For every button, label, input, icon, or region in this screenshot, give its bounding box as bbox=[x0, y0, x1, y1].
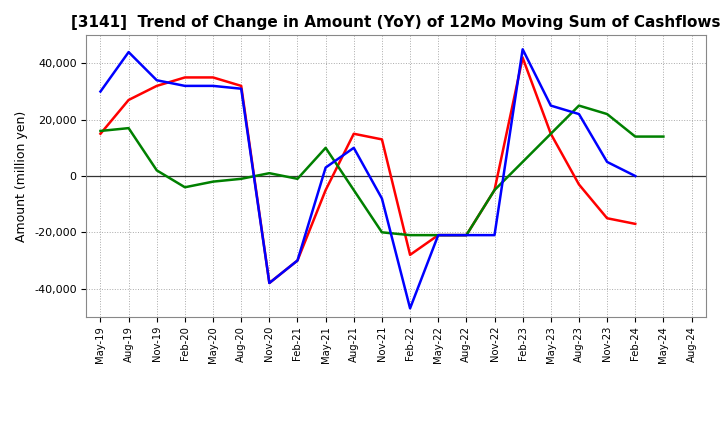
Investing Cashflow bbox=[406, 232, 415, 238]
Free Cashflow bbox=[181, 83, 189, 88]
Free Cashflow bbox=[321, 165, 330, 170]
Investing Cashflow bbox=[265, 171, 274, 176]
Line: Investing Cashflow: Investing Cashflow bbox=[101, 106, 663, 235]
Y-axis label: Amount (million yen): Amount (million yen) bbox=[16, 110, 29, 242]
Line: Free Cashflow: Free Cashflow bbox=[101, 49, 635, 308]
Free Cashflow bbox=[237, 86, 246, 92]
Free Cashflow bbox=[406, 306, 415, 311]
Line: Operating Cashflow: Operating Cashflow bbox=[101, 58, 635, 283]
Investing Cashflow bbox=[546, 131, 555, 136]
Operating Cashflow bbox=[349, 131, 358, 136]
Free Cashflow bbox=[293, 258, 302, 263]
Free Cashflow bbox=[631, 173, 639, 179]
Investing Cashflow bbox=[321, 145, 330, 150]
Investing Cashflow bbox=[349, 187, 358, 193]
Investing Cashflow bbox=[237, 176, 246, 181]
Free Cashflow bbox=[377, 196, 386, 201]
Operating Cashflow bbox=[265, 280, 274, 286]
Investing Cashflow bbox=[659, 134, 667, 139]
Operating Cashflow bbox=[321, 187, 330, 193]
Operating Cashflow bbox=[462, 232, 471, 238]
Free Cashflow bbox=[490, 232, 499, 238]
Operating Cashflow bbox=[153, 83, 161, 88]
Free Cashflow bbox=[125, 49, 133, 55]
Operating Cashflow bbox=[490, 187, 499, 193]
Operating Cashflow bbox=[575, 182, 583, 187]
Investing Cashflow bbox=[181, 185, 189, 190]
Operating Cashflow bbox=[518, 55, 527, 60]
Investing Cashflow bbox=[125, 125, 133, 131]
Investing Cashflow bbox=[153, 168, 161, 173]
Investing Cashflow bbox=[434, 232, 443, 238]
Investing Cashflow bbox=[293, 176, 302, 181]
Free Cashflow bbox=[603, 159, 611, 165]
Free Cashflow bbox=[546, 103, 555, 108]
Operating Cashflow bbox=[406, 252, 415, 257]
Free Cashflow bbox=[349, 145, 358, 150]
Operating Cashflow bbox=[293, 258, 302, 263]
Free Cashflow bbox=[153, 77, 161, 83]
Operating Cashflow bbox=[209, 75, 217, 80]
Investing Cashflow bbox=[631, 134, 639, 139]
Free Cashflow bbox=[96, 89, 105, 94]
Free Cashflow bbox=[209, 83, 217, 88]
Free Cashflow bbox=[462, 232, 471, 238]
Investing Cashflow bbox=[209, 179, 217, 184]
Operating Cashflow bbox=[377, 137, 386, 142]
Investing Cashflow bbox=[575, 103, 583, 108]
Free Cashflow bbox=[265, 280, 274, 286]
Operating Cashflow bbox=[96, 131, 105, 136]
Operating Cashflow bbox=[603, 216, 611, 221]
Operating Cashflow bbox=[631, 221, 639, 227]
Free Cashflow bbox=[575, 111, 583, 117]
Investing Cashflow bbox=[96, 128, 105, 134]
Investing Cashflow bbox=[490, 187, 499, 193]
Investing Cashflow bbox=[377, 230, 386, 235]
Free Cashflow bbox=[434, 232, 443, 238]
Investing Cashflow bbox=[462, 232, 471, 238]
Operating Cashflow bbox=[237, 83, 246, 88]
Title: [3141]  Trend of Change in Amount (YoY) of 12Mo Moving Sum of Cashflows: [3141] Trend of Change in Amount (YoY) o… bbox=[71, 15, 720, 30]
Operating Cashflow bbox=[434, 232, 443, 238]
Operating Cashflow bbox=[181, 75, 189, 80]
Operating Cashflow bbox=[125, 97, 133, 103]
Investing Cashflow bbox=[603, 111, 611, 117]
Free Cashflow bbox=[518, 47, 527, 52]
Investing Cashflow bbox=[518, 159, 527, 165]
Operating Cashflow bbox=[546, 131, 555, 136]
